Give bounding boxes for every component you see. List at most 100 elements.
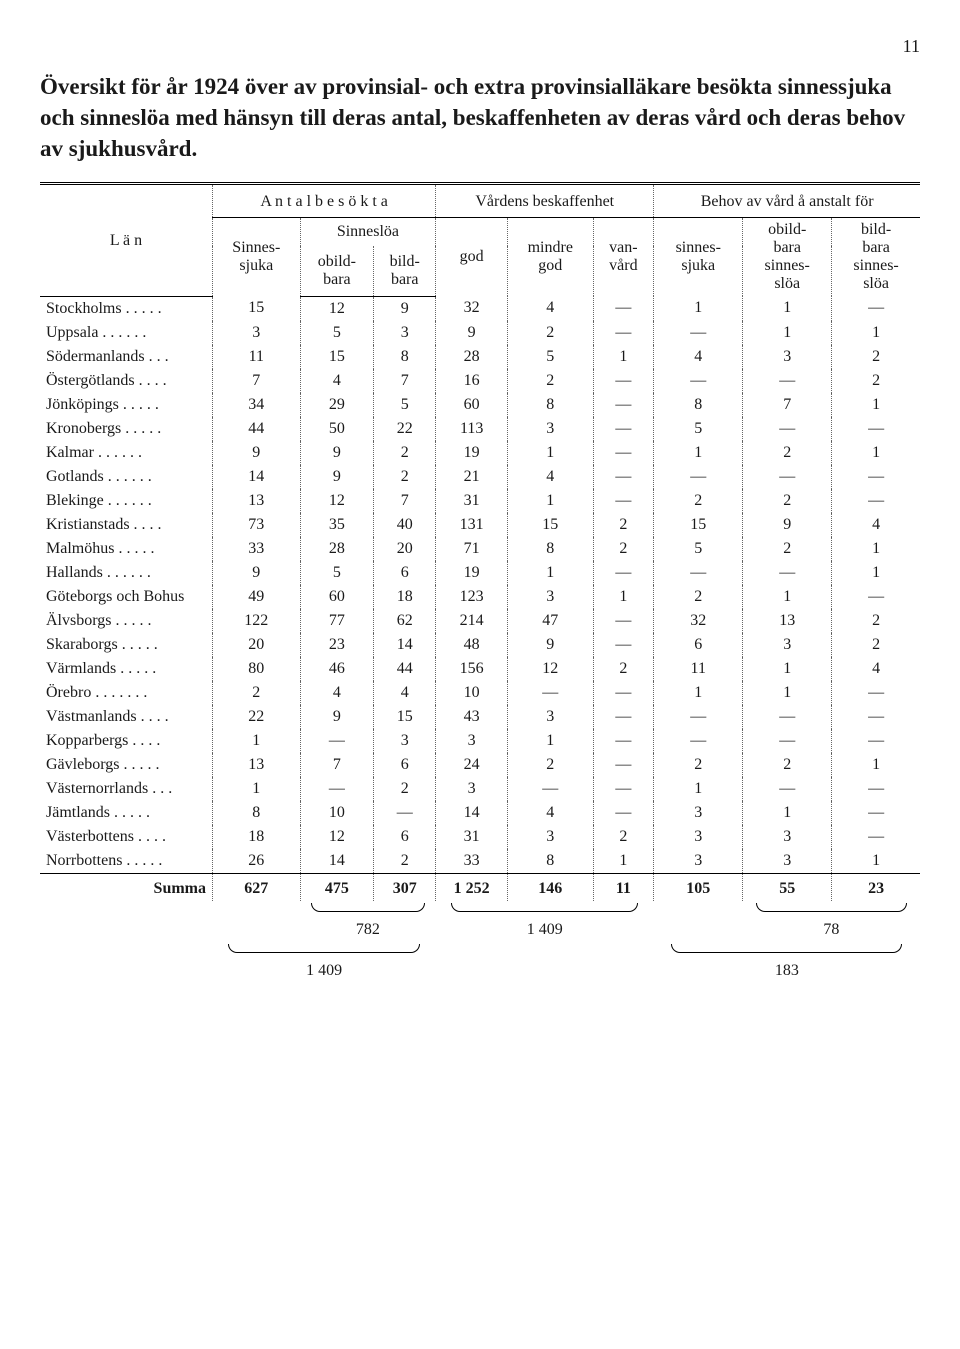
value-cell: 4 [508, 296, 593, 321]
value-cell: — [654, 561, 743, 585]
value-cell: 13 [213, 489, 301, 513]
table-row: Jämtlands . . . . .810—144—31— [40, 801, 920, 825]
value-cell: 71 [436, 537, 508, 561]
table-row: Malmöhus . . . . .3328207182521 [40, 537, 920, 561]
col-god: god [436, 218, 508, 297]
col-beh-sinnessjuka: sinnes- sjuka [654, 218, 743, 297]
table-row: Kronobergs . . . . .4450221133—5—— [40, 417, 920, 441]
value-cell: — [593, 777, 654, 801]
table-row: Skaraborgs . . . . .202314489—632 [40, 633, 920, 657]
county-cell: Blekinge . . . . . . [40, 489, 213, 513]
value-cell: — [832, 489, 920, 513]
value-cell: — [593, 753, 654, 777]
value-cell: 62 [374, 609, 436, 633]
value-cell: 2 [832, 369, 920, 393]
value-cell: 1 [832, 849, 920, 874]
summa-cell: 23 [832, 873, 920, 901]
value-cell: — [593, 441, 654, 465]
value-cell: — [593, 633, 654, 657]
county-cell: Jönköpings . . . . . [40, 393, 213, 417]
value-cell: 35 [300, 513, 374, 537]
table-row: Västernorrlands . . .1—23——1—— [40, 777, 920, 801]
data-table: L ä n A n t a l b e s ö k t a Vårdens be… [40, 185, 920, 983]
brace-cell: 1 409 [213, 942, 436, 983]
value-cell: 4 [300, 681, 374, 705]
table-row: Södermanlands . . .111582851432 [40, 345, 920, 369]
county-cell: Västernorrlands . . . [40, 777, 213, 801]
value-cell: 28 [436, 345, 508, 369]
value-cell: 16 [436, 369, 508, 393]
county-cell: Västerbottens . . . . [40, 825, 213, 849]
value-cell: 33 [436, 849, 508, 874]
brace-spacer [40, 901, 300, 942]
value-cell: 3 [436, 777, 508, 801]
value-cell: — [593, 705, 654, 729]
value-cell: 1 [743, 321, 832, 345]
value-cell: 44 [213, 417, 301, 441]
summa-cell: 146 [508, 873, 593, 901]
value-cell: — [593, 296, 654, 321]
page-title: Översikt för år 1924 över av provinsial-… [40, 71, 920, 164]
value-cell: 22 [213, 705, 301, 729]
value-cell: — [593, 393, 654, 417]
county-cell: Älvsborgs . . . . . [40, 609, 213, 633]
value-cell: 21 [436, 465, 508, 489]
value-cell: 18 [374, 585, 436, 609]
col-obildbara: obild- bara [300, 246, 374, 296]
value-cell: 2 [508, 321, 593, 345]
value-cell: 2 [593, 513, 654, 537]
value-cell: 77 [300, 609, 374, 633]
value-cell: — [654, 729, 743, 753]
value-cell: 29 [300, 393, 374, 417]
table-row: Kristianstads . . . .7335401311521594 [40, 513, 920, 537]
col-bildbara: bild- bara [374, 246, 436, 296]
county-cell: Kopparbergs . . . . [40, 729, 213, 753]
value-cell: 9 [213, 561, 301, 585]
value-cell: 50 [300, 417, 374, 441]
value-cell: 15 [374, 705, 436, 729]
summa-cell: 105 [654, 873, 743, 901]
county-cell: Gotlands . . . . . . [40, 465, 213, 489]
value-cell: 4 [654, 345, 743, 369]
value-cell: 9 [300, 441, 374, 465]
value-cell: 2 [508, 753, 593, 777]
value-cell: — [743, 417, 832, 441]
summa-cell: 627 [213, 873, 301, 901]
value-cell: — [593, 561, 654, 585]
value-cell: 2 [374, 465, 436, 489]
value-cell: 3 [743, 633, 832, 657]
value-cell: 3 [508, 417, 593, 441]
value-cell: 2 [654, 753, 743, 777]
value-cell: — [743, 369, 832, 393]
col-beh-obild: obild- bara sinnes- slöa [743, 218, 832, 297]
value-cell: 1 [654, 681, 743, 705]
value-cell: 2 [508, 369, 593, 393]
value-cell: 2 [654, 489, 743, 513]
summa-label: Summa [40, 873, 213, 901]
value-cell: 1 [832, 753, 920, 777]
value-cell: — [832, 801, 920, 825]
value-cell: 14 [436, 801, 508, 825]
brace-spacer [40, 942, 213, 983]
county-cell: Jämtlands . . . . . [40, 801, 213, 825]
value-cell: — [593, 609, 654, 633]
value-cell: 3 [654, 849, 743, 874]
value-cell: 3 [374, 729, 436, 753]
value-cell: 1 [743, 801, 832, 825]
value-cell: 3 [508, 825, 593, 849]
county-cell: Kalmar . . . . . . [40, 441, 213, 465]
value-cell: 24 [436, 753, 508, 777]
value-cell: 40 [374, 513, 436, 537]
county-cell: Hallands . . . . . . [40, 561, 213, 585]
value-cell: — [832, 825, 920, 849]
value-cell: 6 [374, 825, 436, 849]
value-cell: 19 [436, 441, 508, 465]
value-cell: 46 [300, 657, 374, 681]
summa-cell: 475 [300, 873, 374, 901]
value-cell: 1 [743, 657, 832, 681]
value-cell: 4 [508, 465, 593, 489]
table-row: Kalmar . . . . . .992191—121 [40, 441, 920, 465]
value-cell: — [654, 321, 743, 345]
value-cell: — [654, 369, 743, 393]
value-cell: 33 [213, 537, 301, 561]
